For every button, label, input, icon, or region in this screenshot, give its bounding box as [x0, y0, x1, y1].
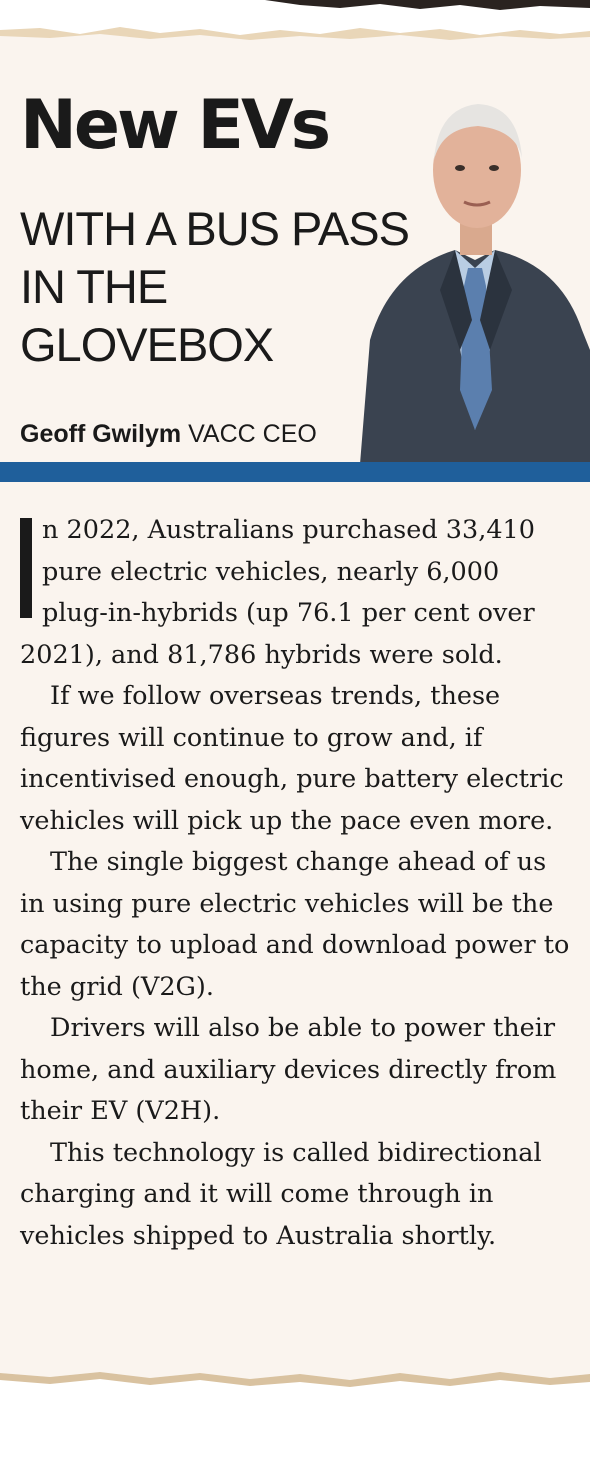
article-body: n 2022, Australians purchased 33,410 pur… [20, 510, 572, 1257]
article-byline: Geoff Gwilym VACC CEO [20, 420, 317, 449]
author-portrait-photo [360, 104, 590, 464]
paragraph-1-text: n 2022, Australians purchased 33,410 pur… [20, 515, 536, 670]
paragraph-2: If we follow overseas trends, these figu… [20, 681, 564, 836]
paragraph-3: The single biggest change ahead of us in… [20, 847, 570, 1002]
torn-paper-bottom-edge [0, 1352, 590, 1387]
dropcap-letter [20, 518, 32, 618]
paragraph-1: n 2022, Australians purchased 33,410 pur… [20, 510, 572, 676]
paragraph-4: Drivers will also be able to power their… [20, 1013, 557, 1126]
author-name: Geoff Gwilym [20, 420, 182, 448]
header-divider-rule [0, 462, 590, 482]
author-role: VACC CEO [188, 420, 317, 448]
paragraph-5: This technology is called bidirectional … [20, 1137, 542, 1251]
article-subtitle: WITH A BUS PASS IN THE GLOVEBOX [20, 202, 410, 371]
article-title: New EVs [20, 86, 331, 165]
